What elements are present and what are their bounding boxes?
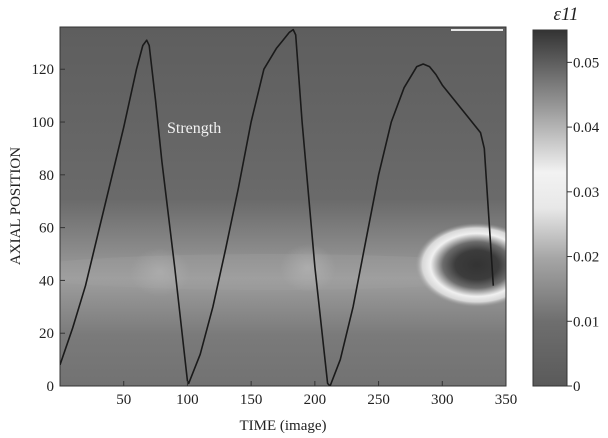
- x-axis-ticks: 50 100 150 200 250 300 350: [116, 381, 517, 408]
- x-tick-label: 50: [116, 392, 131, 408]
- colorbar-title: ε11: [553, 4, 578, 25]
- colorbar: 0 0.01 0.02 0.03 0.04 0.05 ε11: [532, 4, 600, 395]
- y-tick-label: 80: [39, 168, 54, 184]
- heatmap-soft-spot-1: [130, 248, 190, 296]
- y-tick-label: 20: [39, 326, 54, 342]
- series-layer: [60, 28, 495, 386]
- y-tick-label: 0: [47, 379, 55, 395]
- heatmap-peak-strain: [415, 223, 506, 307]
- y-tick-label: 100: [32, 115, 55, 131]
- colorbar-gradient: [532, 29, 568, 387]
- colorbar-tick-label: 0.01: [573, 314, 599, 330]
- heatmap: [60, 27, 506, 386]
- x-tick-label: 350: [495, 392, 518, 408]
- x-tick-label: 250: [367, 392, 390, 408]
- colorbar-tick-label: 0.04: [573, 120, 600, 136]
- colorbar-tick-label: 0.03: [573, 185, 599, 201]
- series-line-1: [60, 28, 495, 386]
- x-tick-label: 100: [176, 392, 199, 408]
- y-axis-ticks: 0 20 40 60 80 100 120: [32, 62, 65, 395]
- x-tick-label: 300: [431, 392, 454, 408]
- x-tick-label: 150: [240, 392, 263, 408]
- colorbar-tick-label: 0.02: [573, 250, 599, 266]
- y-axis-label: AXIAL POSITION: [8, 147, 24, 265]
- y-tick-label: 60: [39, 221, 54, 237]
- strength-annotation: Strength: [167, 120, 221, 137]
- colorbar-ticks: 0 0.01 0.02 0.03 0.04 0.05: [567, 55, 600, 395]
- x-axis-label: TIME (image): [239, 418, 326, 434]
- heatmap-field: [60, 27, 506, 386]
- plot-frame: [59, 26, 507, 387]
- x-tick-label: 200: [304, 392, 327, 408]
- heatmap-soft-spot-2: [280, 244, 336, 292]
- colorbar-tick-label: 0: [573, 379, 581, 395]
- colorbar-tick-label: 0.05: [573, 55, 599, 71]
- y-tick-label: 40: [39, 273, 54, 289]
- y-tick-label: 120: [32, 62, 55, 78]
